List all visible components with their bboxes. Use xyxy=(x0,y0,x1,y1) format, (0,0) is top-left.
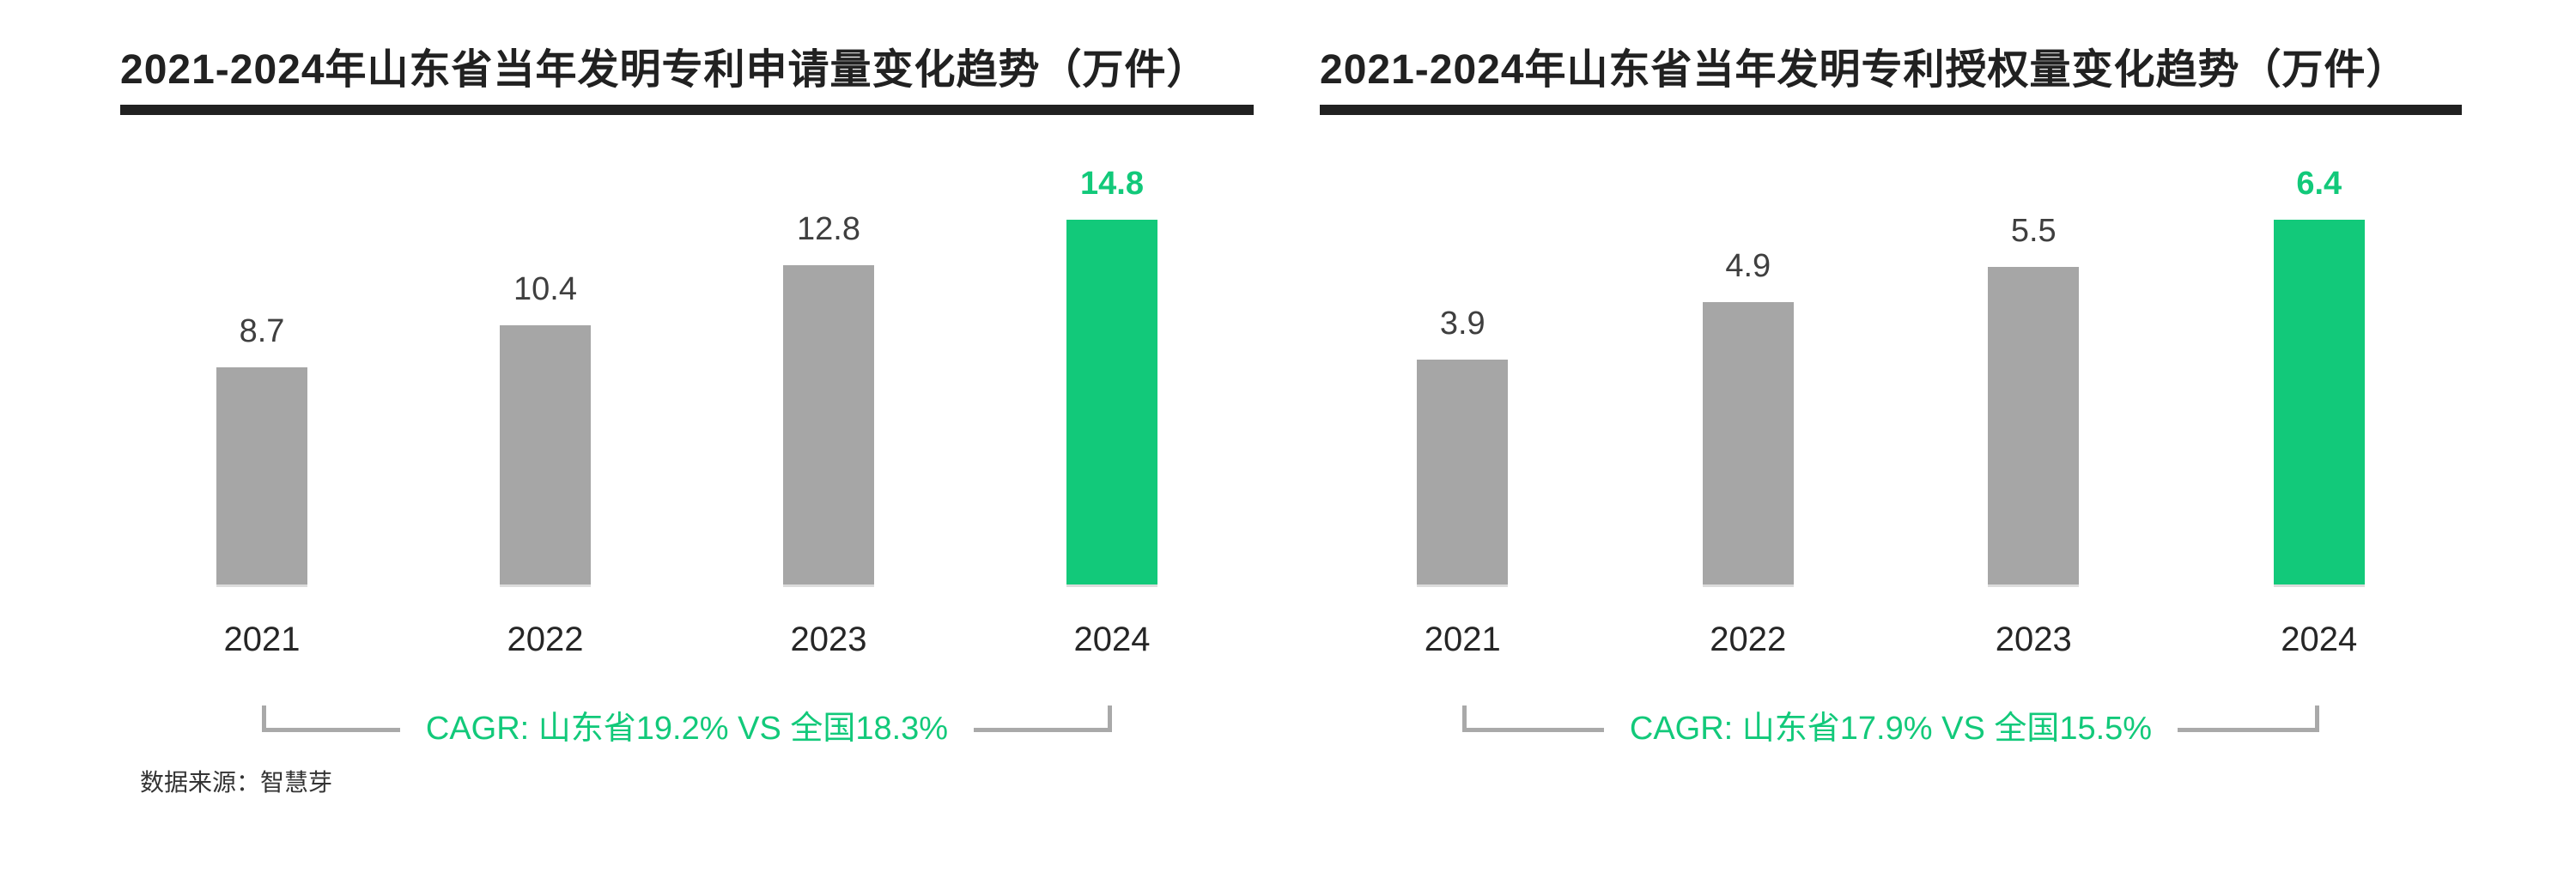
bar xyxy=(500,325,591,587)
bracket-left xyxy=(1462,705,1604,732)
bar xyxy=(1417,360,1509,587)
bar-value-label: 3.9 xyxy=(1439,306,1485,342)
bar-column: 4.9 xyxy=(1606,167,1892,587)
bar-column: 14.8 xyxy=(970,167,1254,587)
chart-patent-grants: 2021-2024年山东省当年发明专利授权量变化趋势（万件） 3.9 4.9 5.5… xyxy=(1320,45,2462,826)
bar xyxy=(1988,267,2080,587)
x-tick-label: 2024 xyxy=(1073,621,1151,658)
bar-value-label: 14.8 xyxy=(1080,166,1144,202)
bar-value-label: 12.8 xyxy=(797,211,860,247)
bar xyxy=(216,367,307,587)
bar-column: 5.5 xyxy=(1891,167,2177,587)
bar-column: 6.4 xyxy=(2177,167,2463,587)
x-axis-labels: 2021 2022 2023 2024 xyxy=(1320,621,2462,657)
bar-column: 12.8 xyxy=(687,167,970,587)
cagr-label: CAGR: 山东省17.9% VS 全国15.5% xyxy=(1629,711,2153,747)
bar-column: 8.7 xyxy=(120,167,404,587)
cagr-annotation: CAGR: 山东省17.9% VS 全国15.5% xyxy=(1462,704,2319,757)
cagr-label: CAGR: 山东省19.2% VS 全国18.3% xyxy=(425,711,949,747)
plot-area: 3.9 4.9 5.5 6.4 xyxy=(1320,167,2462,587)
bar-value-label: 8.7 xyxy=(239,313,285,349)
bar xyxy=(1066,220,1157,587)
bar-column: 10.4 xyxy=(404,167,687,587)
bracket-left xyxy=(262,705,400,732)
bracket-right xyxy=(2178,705,2319,732)
x-axis-labels: 2021 2022 2023 2024 xyxy=(120,621,1254,657)
x-tick-label: 2024 xyxy=(2281,621,2358,658)
bar xyxy=(783,265,874,587)
bar-value-label: 6.4 xyxy=(2296,166,2342,202)
bar-value-label: 5.5 xyxy=(2010,213,2057,249)
cagr-annotation: CAGR: 山东省19.2% VS 全国18.3% xyxy=(262,704,1112,757)
chart-title: 2021-2024年山东省当年发明专利授权量变化趋势（万件） xyxy=(1320,45,2462,115)
chart-patent-applications: 2021-2024年山东省当年发明专利申请量变化趋势（万件） 8.7 10.4 12… xyxy=(120,45,1254,826)
x-tick-label: 2021 xyxy=(223,621,301,658)
bar-value-label: 4.9 xyxy=(1725,248,1771,284)
bar xyxy=(2273,220,2365,587)
x-tick-label: 2021 xyxy=(1424,621,1501,658)
x-tick-label: 2022 xyxy=(507,621,584,658)
chart-title: 2021-2024年山东省当年发明专利申请量变化趋势（万件） xyxy=(120,45,1254,115)
plot-area: 8.7 10.4 12.8 14.8 xyxy=(120,167,1254,587)
bracket-right xyxy=(974,705,1112,732)
x-tick-label: 2022 xyxy=(1710,621,1787,658)
x-tick-label: 2023 xyxy=(1995,621,2072,658)
x-tick-label: 2023 xyxy=(790,621,867,658)
bar-column: 3.9 xyxy=(1320,167,1606,587)
bar xyxy=(1702,302,1794,587)
data-source-note: 数据来源：智慧芽 xyxy=(140,769,333,796)
bar-value-label: 10.4 xyxy=(513,271,577,307)
